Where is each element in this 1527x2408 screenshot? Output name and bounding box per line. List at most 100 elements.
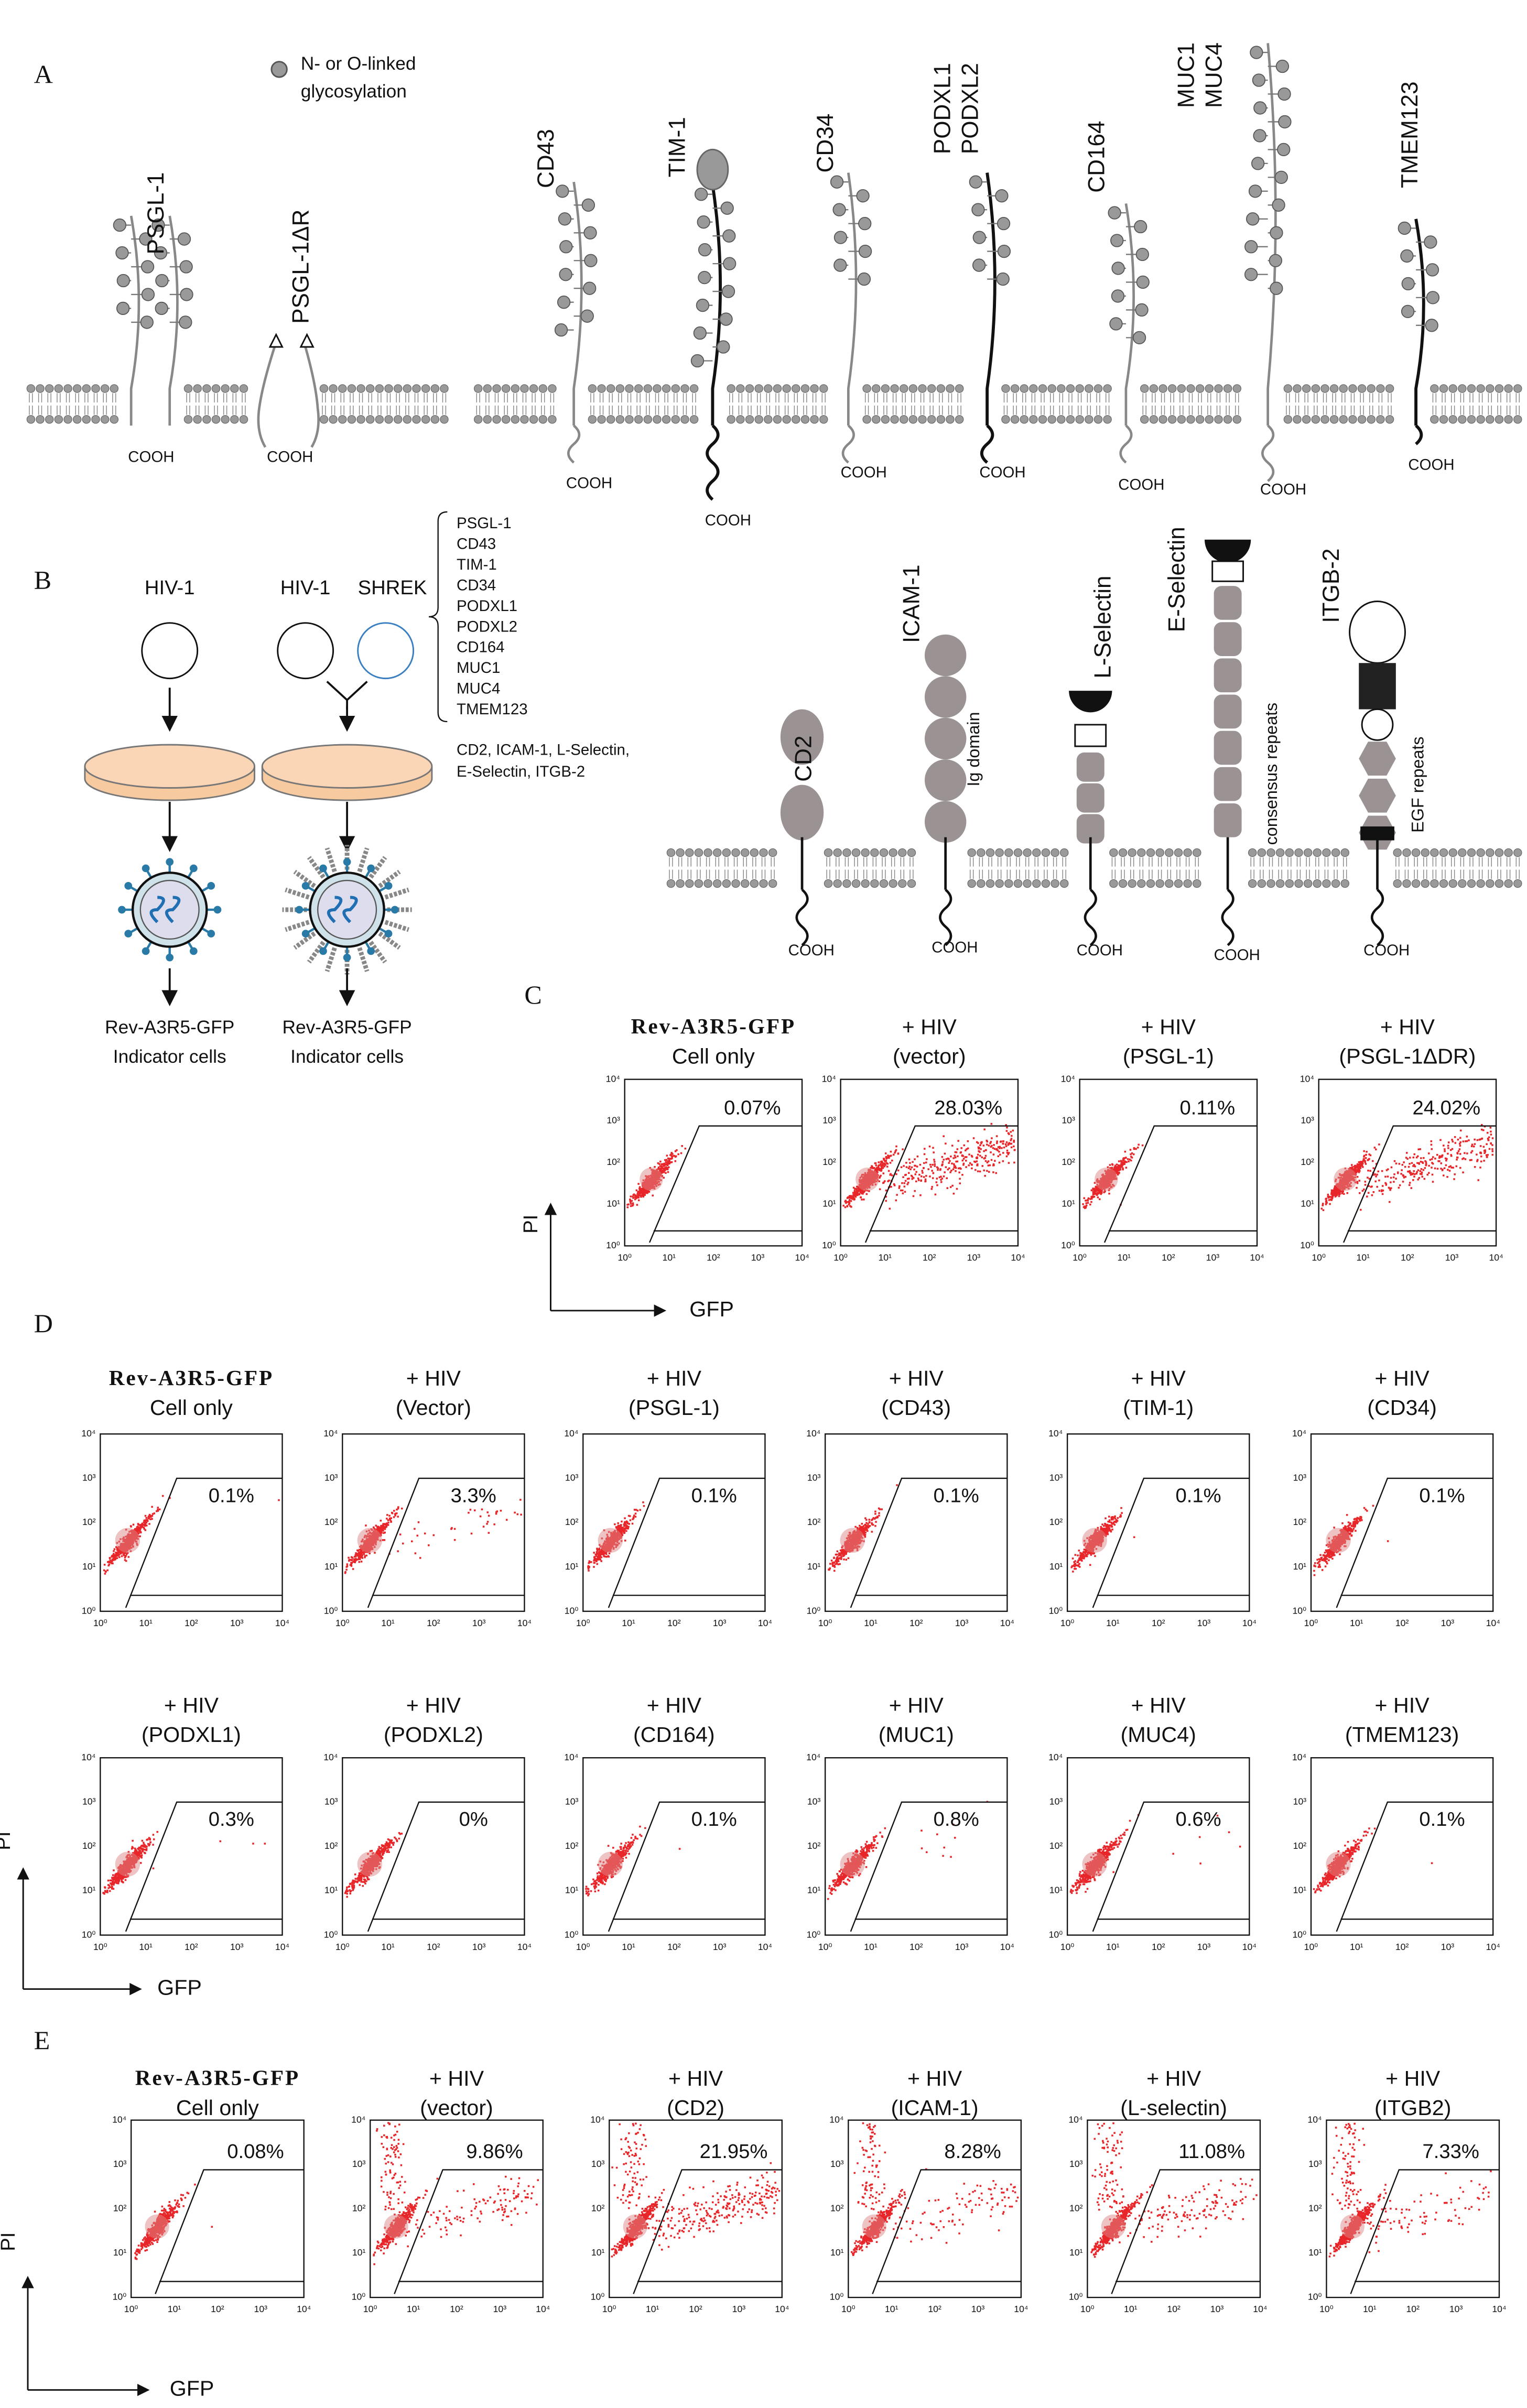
lipid [773,385,781,393]
event [1087,1202,1089,1204]
event [923,1176,925,1178]
label: 10⁴ [1250,1252,1264,1263]
protein-tail [940,890,951,945]
event [986,1143,988,1146]
event [1457,1157,1459,1159]
event [1008,1162,1010,1164]
label: CD43 [457,536,496,553]
glycan [1135,304,1148,317]
protein-stalk [170,216,178,426]
event [909,1162,911,1164]
event [1422,1161,1424,1163]
label: Ig domain [964,712,983,786]
lipid [1495,879,1503,887]
label: 10² [707,1252,720,1263]
event [845,1200,847,1202]
label: Cell only [150,1396,233,1420]
ig-domain [925,635,966,676]
lipid [909,416,917,423]
event [1369,1170,1371,1172]
lipid [891,416,898,423]
protein-tail [1262,426,1273,481]
lipid-tail [214,393,218,415]
label: COOH [932,939,978,956]
event [933,1151,935,1153]
glycan [1112,262,1124,275]
lipid-tail [1334,857,1337,879]
event [1459,1153,1461,1155]
event [991,1137,993,1139]
membrane [1141,385,1241,423]
event [107,1561,109,1563]
membrane [27,385,118,423]
lipid [1486,416,1494,423]
lipid [681,385,689,393]
lipid [1267,879,1275,887]
lipid [1267,848,1275,856]
glycan [1402,278,1414,290]
event [1482,1129,1485,1131]
event [1084,1197,1086,1200]
label: 10³ [751,1252,765,1263]
lipid [1048,385,1056,393]
lipid-tail [1069,393,1072,415]
event [943,1135,945,1137]
event [103,1892,105,1894]
glycan [1245,241,1258,253]
event [908,1167,910,1169]
protein-stalk [574,182,582,426]
event [924,1153,926,1156]
lipid [1467,879,1475,887]
event [1409,1163,1411,1165]
event [1431,1158,1433,1160]
membrane [968,848,1068,887]
membrane [1393,848,1522,887]
label: 10⁰ [82,1605,96,1616]
glycan [1270,254,1282,267]
lipid [1184,848,1192,856]
lipid-tail [930,393,933,415]
event [136,1530,138,1532]
event [983,1145,985,1147]
event [875,1164,878,1167]
lipid [1187,385,1195,393]
glycan [973,259,985,271]
protein-tail [1121,426,1132,463]
event [1431,1167,1433,1169]
event [891,1160,893,1162]
lipid [824,879,832,887]
event [965,1166,967,1168]
event [1414,1173,1416,1175]
event [1358,1180,1360,1182]
event [1420,1170,1422,1172]
event [675,1156,677,1158]
event [1417,1148,1420,1150]
lipid-tail [1286,393,1290,415]
lipid-tail [103,393,106,415]
event [988,1145,990,1147]
spike [385,882,393,890]
event [978,1148,980,1150]
lipid [1486,848,1494,856]
lipid [1038,385,1046,393]
event [979,1171,981,1173]
lipid [863,416,871,423]
lipid [221,385,229,393]
lipid [635,416,643,423]
label: ICAM-1 [899,564,925,643]
lipid-tail [1479,393,1482,415]
event [1010,1131,1012,1133]
glycan [1245,268,1258,281]
lipid [521,385,528,393]
lipid [1002,385,1010,393]
label: COOH [979,464,1025,481]
lipid [385,385,393,393]
event [1417,1169,1420,1171]
event [1375,1149,1377,1151]
lipid [1156,848,1164,856]
lipid [1258,879,1265,887]
lipid [946,385,954,393]
spike [302,930,310,938]
lipid-tail [233,393,236,415]
event [1439,1139,1442,1141]
